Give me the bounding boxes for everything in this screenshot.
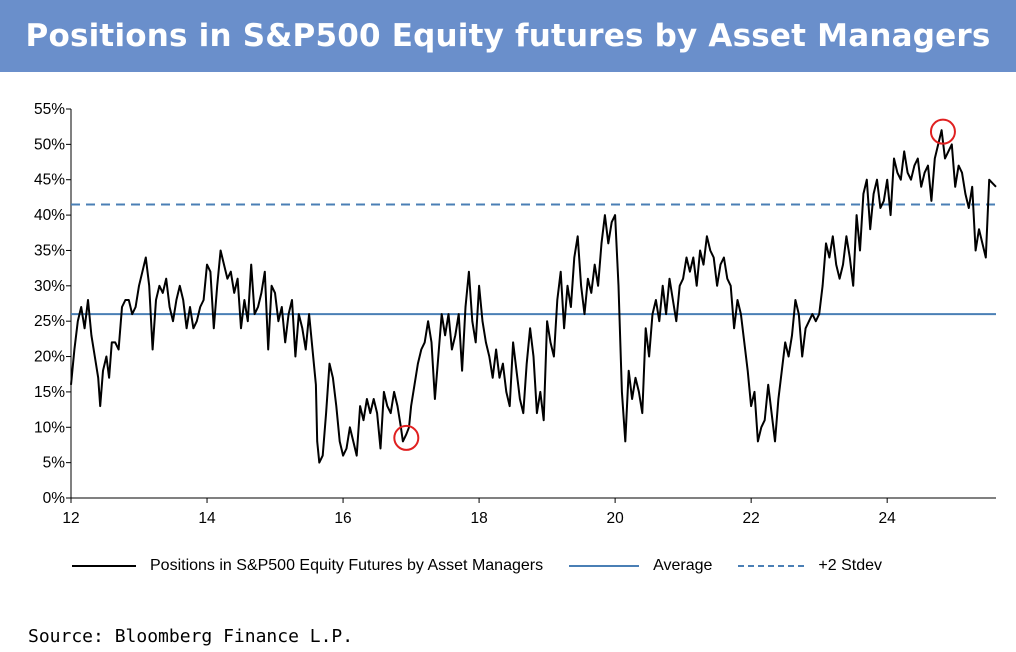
x-tick-label: 18 — [470, 510, 487, 527]
legend-swatch-stdev — [738, 565, 805, 567]
legend: Positions in S&P500 Equity Futures by As… — [72, 552, 908, 580]
x-tick-label: 14 — [198, 510, 216, 527]
x-tick-label: 12 — [62, 510, 79, 527]
legend-label-stdev: +2 Stdev — [818, 557, 883, 574]
chart-area: 0% 5% 10% 15% 20% 25% 30% 35% 40% 45% 50% 55% 12 14 16… — [34, 101, 997, 527]
legend-swatch-series — [72, 565, 136, 567]
y-tick-label: 45% — [34, 172, 65, 189]
legend-swatch-average — [569, 565, 640, 567]
highlight-circle-high — [929, 118, 956, 145]
y-tick-label: 10% — [34, 419, 65, 436]
y-tick-label: 35% — [34, 242, 65, 259]
series-line — [70, 129, 997, 464]
highlight-circle-low — [393, 424, 420, 451]
y-tick-label: 25% — [34, 313, 65, 330]
x-tick-label: 24 — [879, 510, 897, 527]
y-tick-label: 30% — [34, 278, 65, 295]
y-tick-label: 15% — [34, 384, 65, 401]
x-tick-label: 20 — [606, 510, 624, 527]
y-tick-label: 5% — [43, 455, 66, 472]
y-tick-label: 0% — [43, 490, 66, 507]
legend-item-series: Positions in S&P500 Equity Futures by As… — [72, 557, 543, 575]
legend-label-series: Positions in S&P500 Equity Futures by As… — [150, 557, 544, 574]
source-note: Source: Bloomberg Finance L.P. — [28, 626, 354, 647]
title-bar: Positions in S&P500 Equity futures by As… — [0, 0, 1016, 72]
y-tick-label: 40% — [34, 207, 65, 224]
legend-item-stdev: +2 Stdev — [738, 557, 882, 575]
y-tick-label: 55% — [34, 101, 65, 118]
y-tick-label: 20% — [34, 349, 65, 366]
legend-item-average: Average — [569, 557, 712, 575]
chart-title: Positions in S&P500 Equity futures by As… — [25, 18, 991, 54]
x-tick-label: 16 — [334, 510, 351, 527]
legend-label-average: Average — [653, 557, 713, 574]
x-tick-label: 22 — [743, 510, 760, 527]
y-tick-label: 50% — [34, 136, 65, 153]
